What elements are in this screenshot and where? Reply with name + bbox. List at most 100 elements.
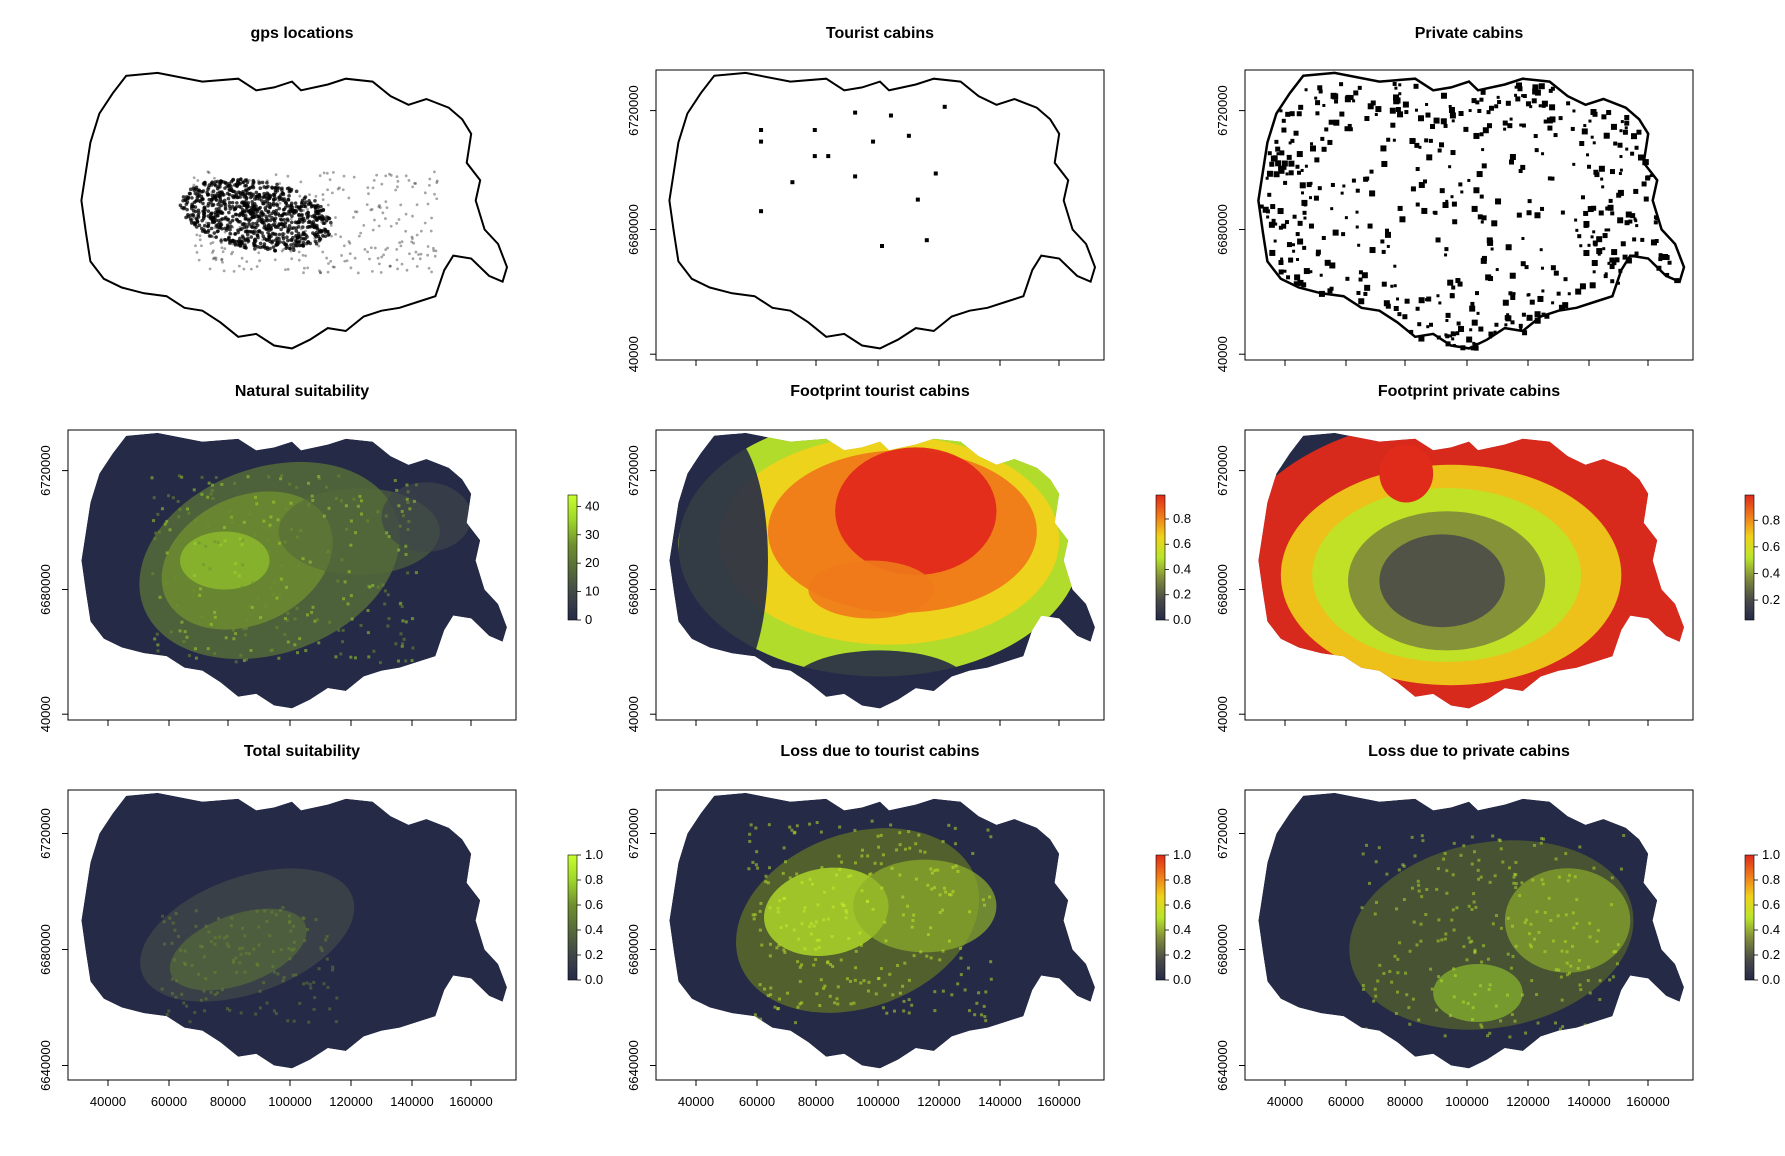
gps-point [277, 222, 282, 226]
cabin-cell [1466, 336, 1473, 343]
cabin-cell [1509, 153, 1516, 160]
y-tick-label: 6720000 [626, 85, 641, 136]
gps-point [323, 230, 328, 234]
raster-cell [853, 828, 857, 832]
raster-cell [800, 963, 804, 967]
panel-title: Loss due to private cabins [1368, 743, 1570, 760]
gps-point [227, 203, 231, 207]
gps-point [279, 227, 283, 232]
raster-cell [866, 989, 870, 993]
cabin-cell [1632, 237, 1637, 242]
raster-cell [177, 934, 181, 938]
gps-point [302, 208, 305, 212]
raster-cell [814, 947, 818, 951]
gps-point [218, 182, 222, 186]
raster-cell [963, 988, 967, 992]
cabin-cell [1293, 130, 1299, 136]
gps-point [334, 216, 337, 219]
raster-cell [1570, 944, 1574, 948]
raster-cell [200, 492, 204, 496]
cabin-cell [1624, 114, 1630, 120]
cabin-cell [1306, 182, 1312, 188]
cabin-cell [1473, 345, 1479, 351]
legend-label: 0.8 [1173, 872, 1191, 887]
gps-point [230, 200, 235, 205]
raster-cell [155, 632, 159, 636]
gps-point [256, 179, 260, 183]
raster-cell [231, 521, 235, 525]
gps-point [382, 253, 385, 257]
gps-point [265, 245, 270, 250]
cabin-cell [1367, 103, 1374, 110]
cabin-cell [1547, 125, 1553, 131]
cabin-cell [1445, 312, 1451, 318]
gps-point [189, 218, 194, 223]
cabin-cell [1304, 88, 1308, 92]
cabin-cell [1572, 162, 1576, 166]
raster-cell [328, 620, 332, 624]
cabin-cell [1296, 151, 1303, 158]
raster-cell [182, 961, 186, 965]
gps-point [284, 212, 289, 216]
raster-cell [1377, 846, 1381, 850]
raster-cell [852, 1001, 856, 1005]
cabin-cell [1519, 326, 1523, 330]
gps-point [206, 230, 210, 235]
gps-point [214, 223, 219, 228]
gps-point [408, 252, 411, 256]
gps-point [307, 224, 311, 229]
raster-cell [376, 510, 380, 514]
raster-cell [794, 1021, 798, 1025]
cabin-cell [1450, 331, 1455, 336]
y-tick-label: 6680000 [38, 564, 53, 615]
raster-cell [953, 826, 957, 830]
cabin-cell [1634, 145, 1639, 150]
raster-cell [833, 1001, 837, 1005]
gps-point [219, 182, 223, 186]
raster-cell [257, 925, 261, 929]
raster-cell [814, 957, 818, 961]
raster-cell [1471, 1018, 1475, 1022]
raster-cell [344, 504, 348, 508]
gps-point [314, 233, 318, 237]
gps-point [201, 181, 206, 186]
gps-point [289, 249, 293, 253]
raster-cell [790, 828, 794, 832]
raster-cell [198, 587, 202, 591]
raster-cell [302, 917, 306, 921]
gps-point [224, 238, 228, 242]
cabin-cell [1394, 86, 1398, 90]
cabin-cell [1276, 152, 1280, 156]
cabin-cell [1624, 220, 1630, 226]
raster-cell [185, 1004, 189, 1008]
raster-cell [1621, 1022, 1625, 1026]
x-tick-label: 140000 [390, 1094, 433, 1109]
raster-cell [158, 654, 162, 658]
gps-point [223, 202, 228, 206]
gps-point [223, 247, 227, 251]
raster-cell [880, 886, 884, 890]
gps-point [258, 186, 263, 190]
gps-point [423, 221, 427, 225]
raster-cell [310, 494, 314, 498]
colorbar [1744, 494, 1755, 621]
gps-point [415, 264, 419, 268]
colorbar [1155, 854, 1166, 981]
cabin-cell [1309, 270, 1313, 274]
raster-cell [366, 631, 370, 635]
gps-point [293, 235, 297, 238]
raster-cell [174, 912, 178, 916]
raster-cell [275, 596, 279, 600]
gps-point [432, 249, 436, 253]
cabin-cell [1339, 82, 1344, 87]
raster-cell [1615, 962, 1619, 966]
raster-cell [1543, 950, 1547, 954]
raster-cell [399, 632, 403, 636]
raster-cell [258, 989, 262, 993]
raster-cell [910, 1003, 914, 1007]
cabin-cell [1310, 145, 1317, 152]
raster-cell [266, 538, 270, 542]
raster-cell [1518, 893, 1522, 897]
cabin-cell [1534, 212, 1541, 219]
